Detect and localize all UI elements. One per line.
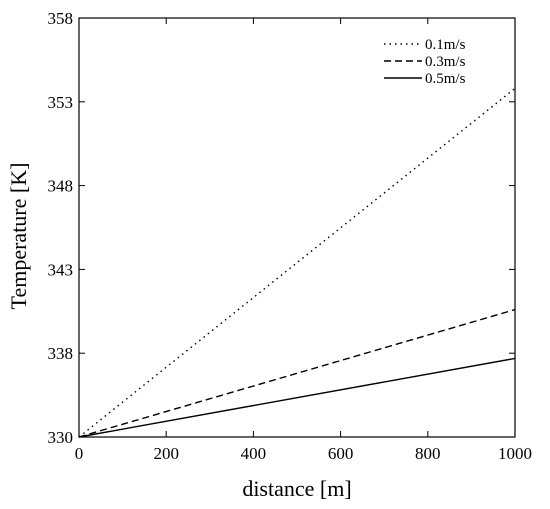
y-tick-label: 353 [48, 93, 74, 112]
series-line-0-3m-s [78, 308, 516, 438]
x-tick-label: 0 [75, 444, 84, 463]
series-line-0-1m-s [78, 87, 516, 438]
x-tick-label: 400 [241, 444, 267, 463]
series-line-0-5m-s [78, 357, 516, 438]
y-tick-label: 338 [48, 344, 74, 363]
legend: 0.1m/s0.3m/s0.5m/s [384, 37, 466, 87]
x-tick-label: 800 [415, 444, 441, 463]
y-axis-title: Temperature [K] [6, 163, 31, 310]
x-axis: 0 200 400 600 800 1000 [75, 18, 532, 463]
legend-label: 0.1m/s [425, 37, 466, 53]
y-tick-label: 330 [48, 428, 74, 447]
y-tick-label: 358 [48, 9, 74, 28]
y-tick-label: 348 [48, 177, 74, 196]
y-axis: 330 338 343 348 353 358 [48, 9, 515, 447]
x-tick-label: 600 [328, 444, 354, 463]
series-layer [78, 87, 516, 438]
x-tick-label: 1000 [498, 444, 532, 463]
x-axis-title: distance [m] [242, 476, 351, 501]
legend-label: 0.3m/s [425, 54, 466, 70]
x-tick-label: 200 [153, 444, 179, 463]
legend-label: 0.5m/s [425, 71, 466, 87]
y-tick-label: 343 [48, 260, 74, 279]
plot-area [78, 17, 516, 438]
plot-frame [78, 17, 516, 438]
